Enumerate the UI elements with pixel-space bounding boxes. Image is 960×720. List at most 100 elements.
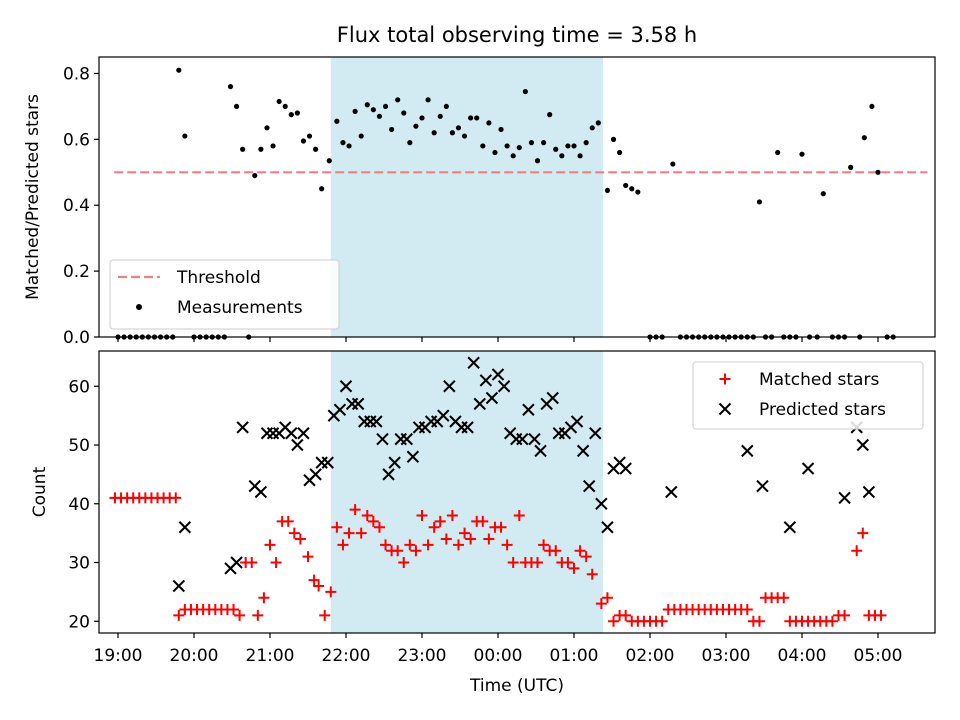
x-tick-label: 01:00 [550, 646, 599, 666]
cross-b [285, 427, 298, 440]
cross-b [406, 450, 420, 463]
measurement-point [340, 140, 346, 146]
measurement-point [270, 143, 276, 149]
predicted-star-marker [178, 521, 192, 534]
bottom-y-axis: 20 30 40 50 60 [68, 377, 99, 632]
cross-b [278, 421, 292, 434]
predicted-star-marker [382, 468, 395, 481]
measurement-point [425, 97, 431, 103]
matched-star-marker [252, 609, 264, 621]
predicted-star-marker [534, 444, 547, 458]
measurement-point [528, 140, 535, 146]
matched-star-marker [422, 539, 434, 551]
cross-b [856, 438, 870, 452]
measurement-point [498, 126, 504, 133]
measurement-point [319, 186, 325, 192]
legend-matched-swatch [719, 373, 731, 385]
predicted-star-marker [582, 479, 596, 493]
matched-star-marker [532, 557, 544, 568]
bottom-x-axis: 19:00 20:00 21:00 22:00 23:00 00:00 01:00 02:00… [94, 633, 903, 666]
predicted-star-marker [497, 380, 511, 393]
measurement-point [176, 67, 182, 73]
top-plot-frame [98, 56, 936, 338]
predicted-star-marker [406, 450, 420, 463]
measurement-point [282, 103, 288, 110]
measurement-point [358, 133, 364, 139]
top-x-ticks [117, 337, 879, 342]
legend-predicted-swatch [718, 402, 732, 416]
matched-star-marker [313, 580, 325, 592]
predicted-star-marker [291, 438, 304, 452]
predicted-star-marker [838, 491, 851, 505]
cross-b [376, 432, 389, 446]
measurement-point [382, 103, 389, 110]
legend-measurement-swatch [136, 304, 142, 310]
legend-matched-marker [719, 373, 731, 385]
top-y-axis: 0.0 0.2 0.4 0.6 0.8 [63, 64, 99, 348]
measurement-point [240, 146, 246, 152]
measurement-point [775, 149, 781, 156]
measurement-point [595, 120, 601, 126]
x-tick-label: 02:00 [626, 646, 675, 666]
measurement-point [326, 158, 332, 164]
matched-star-marker [170, 492, 182, 504]
cross-b [570, 415, 584, 428]
cross-b [230, 556, 243, 569]
matched-star-marker [367, 515, 379, 527]
matched-star-marker [851, 545, 863, 557]
predicted-star-marker [309, 468, 322, 481]
cross-b [491, 368, 505, 381]
predicted-star-marker [172, 579, 186, 593]
cross-b [601, 521, 614, 534]
measurement-point [486, 120, 492, 126]
matched-star-marker [778, 592, 790, 604]
measurement-point [395, 97, 401, 103]
top-panel: 0.00.20.40.60.8 Matched/Predicted stars … [23, 56, 936, 348]
matched-star-marker [857, 527, 869, 539]
bottom-shaded-band [330, 351, 603, 633]
measurement-point [352, 108, 358, 114]
cross-b [449, 415, 462, 428]
predicted-star-marker [467, 356, 480, 369]
measurement-point [604, 187, 611, 194]
matched-star-marker [495, 521, 507, 533]
predicted-star-marker [479, 374, 493, 387]
cross-b [291, 438, 304, 452]
predicted-star-marker [619, 462, 632, 475]
matched-star-marker [264, 539, 276, 551]
legend-matched-label: Matched stars [759, 370, 879, 390]
predicted-star-marker [546, 391, 559, 405]
predicted-star-marker [741, 444, 754, 458]
measurement-point [449, 130, 455, 136]
matched-star-marker [741, 604, 753, 615]
matched-star-marker [753, 615, 765, 627]
x-tick-label: 19:00 [94, 646, 143, 666]
measurement-point [313, 146, 319, 152]
predicted-star-marker [473, 397, 486, 411]
matched-star-marker [562, 557, 574, 568]
y-tick-label: 0.6 [63, 130, 90, 150]
matched-star-marker [228, 604, 240, 615]
measurement-point [635, 189, 641, 195]
cross-b [473, 397, 486, 411]
measurement-point [474, 115, 480, 121]
matched-star-marker [246, 557, 258, 568]
matched-star-marker [477, 515, 489, 527]
y-tick-label: 20 [68, 612, 90, 632]
measurement-point [504, 143, 510, 149]
cross-b [522, 403, 535, 416]
cross-b [503, 427, 517, 440]
bottom-plot-frame [98, 350, 936, 634]
cross-b [576, 444, 590, 458]
matched-star-marker [513, 510, 525, 521]
matched-star-marker [270, 557, 282, 568]
predicted-star-marker [315, 456, 328, 469]
predicted-star-marker [266, 427, 280, 440]
measurement-point [455, 125, 462, 131]
matched-star-marker [601, 592, 613, 604]
matched-star-marker [404, 539, 416, 551]
predicted-star-marker [801, 462, 815, 475]
cross-b [437, 409, 450, 422]
matched-star-marker [380, 539, 392, 551]
